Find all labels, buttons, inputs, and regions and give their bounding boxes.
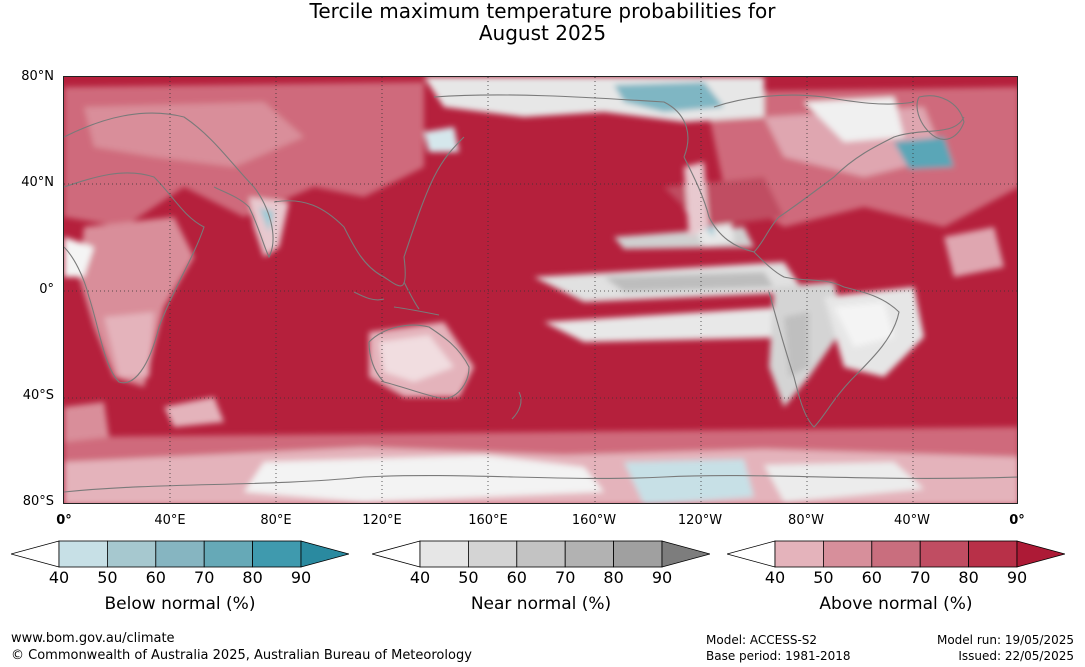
below-segment [252, 540, 302, 568]
near-segment [613, 540, 663, 568]
above-segment [774, 540, 824, 568]
footer-model-run: Model run: 19/05/2025 [936, 633, 1074, 647]
lat-label-40n: 40°N [21, 175, 54, 190]
above-extend-high [1016, 540, 1065, 568]
above-tick-label: 40 [764, 568, 786, 587]
above-extend-low [727, 540, 776, 568]
lat-label-80s: 80°S [22, 494, 54, 509]
below-tick-label: 70 [194, 568, 215, 587]
near-tick-label: 80 [603, 568, 624, 587]
title-line-2: August 2025 [478, 21, 607, 45]
lon-label-40e: 40°E [154, 513, 186, 528]
below-segment [107, 540, 157, 568]
near-segment [468, 540, 518, 568]
footer-website: www.bom.gov.au/climate [11, 631, 175, 646]
footer-issued: Issued: 22/05/2025 [958, 649, 1074, 663]
footer-base-period: Base period: 1981-2018 [706, 649, 851, 663]
graticule [64, 77, 1017, 503]
probability-map [63, 76, 1018, 504]
above-segment [871, 540, 921, 568]
footer-copyright: © Commonwealth of Australia 2025, Austra… [11, 648, 472, 663]
above-segment [823, 540, 873, 568]
colorbar-near-title: Near normal (%) [470, 594, 612, 614]
lon-label-80e: 80°E [260, 513, 292, 528]
above-segment [968, 540, 1018, 568]
near-tick-label: 50 [458, 568, 479, 587]
lon-label-0-right: 0° [1009, 513, 1025, 528]
near-tick-label: 90 [651, 568, 673, 587]
near-extend-high [661, 540, 710, 568]
coastlines [64, 94, 1017, 493]
above-tick-label: 60 [861, 568, 882, 587]
below-tick-label: 80 [242, 568, 263, 587]
colorbar-below [11, 540, 349, 568]
below-segment [203, 540, 253, 568]
map-title: Tercile maximum temperature probabilitie… [0, 0, 1085, 44]
title-line-1: Tercile maximum temperature probabilitie… [309, 0, 776, 23]
below-tick-label: 40 [48, 568, 70, 587]
footer-model: Model: ACCESS-S2 [706, 633, 818, 647]
lat-label-0: 0° [39, 282, 54, 297]
colorbar-near [372, 540, 710, 568]
above-tick-label: 50 [813, 568, 834, 587]
colorbar-above-title: Above normal (%) [819, 594, 973, 614]
below-tick-label: 90 [290, 568, 312, 587]
near-segment [564, 540, 614, 568]
near-segment [419, 540, 469, 568]
lon-label-0: 0° [56, 513, 72, 528]
lon-label-120w: 120°W [677, 513, 723, 528]
lon-label-120e: 120°E [362, 513, 402, 528]
probability-shading [64, 77, 1017, 503]
below-tick-label: 50 [97, 568, 118, 587]
lon-label-40w: 40°W [894, 513, 930, 528]
above-tick-label: 90 [1006, 568, 1028, 587]
lat-label-80n: 80°N [21, 69, 54, 84]
near-segment [516, 540, 566, 568]
above-segment [919, 540, 969, 568]
below-segment [58, 540, 108, 568]
below-segment [155, 540, 205, 568]
lat-label-40s: 40°S [22, 388, 54, 403]
colorbar-below-title: Below normal (%) [104, 594, 256, 614]
colorbar-above [727, 540, 1065, 568]
below-extend-low [11, 540, 60, 568]
near-extend-low [372, 540, 421, 568]
above-tick-label: 80 [958, 568, 979, 587]
lon-label-160w: 160°W [571, 513, 617, 528]
lon-label-160e: 160°E [468, 513, 508, 528]
near-tick-label: 40 [409, 568, 431, 587]
lon-label-80w: 80°W [788, 513, 824, 528]
map-canvas [64, 77, 1017, 503]
near-tick-label: 70 [555, 568, 576, 587]
above-tick-label: 70 [910, 568, 931, 587]
below-extend-high [300, 540, 349, 568]
below-tick-label: 60 [145, 568, 166, 587]
near-tick-label: 60 [506, 568, 527, 587]
